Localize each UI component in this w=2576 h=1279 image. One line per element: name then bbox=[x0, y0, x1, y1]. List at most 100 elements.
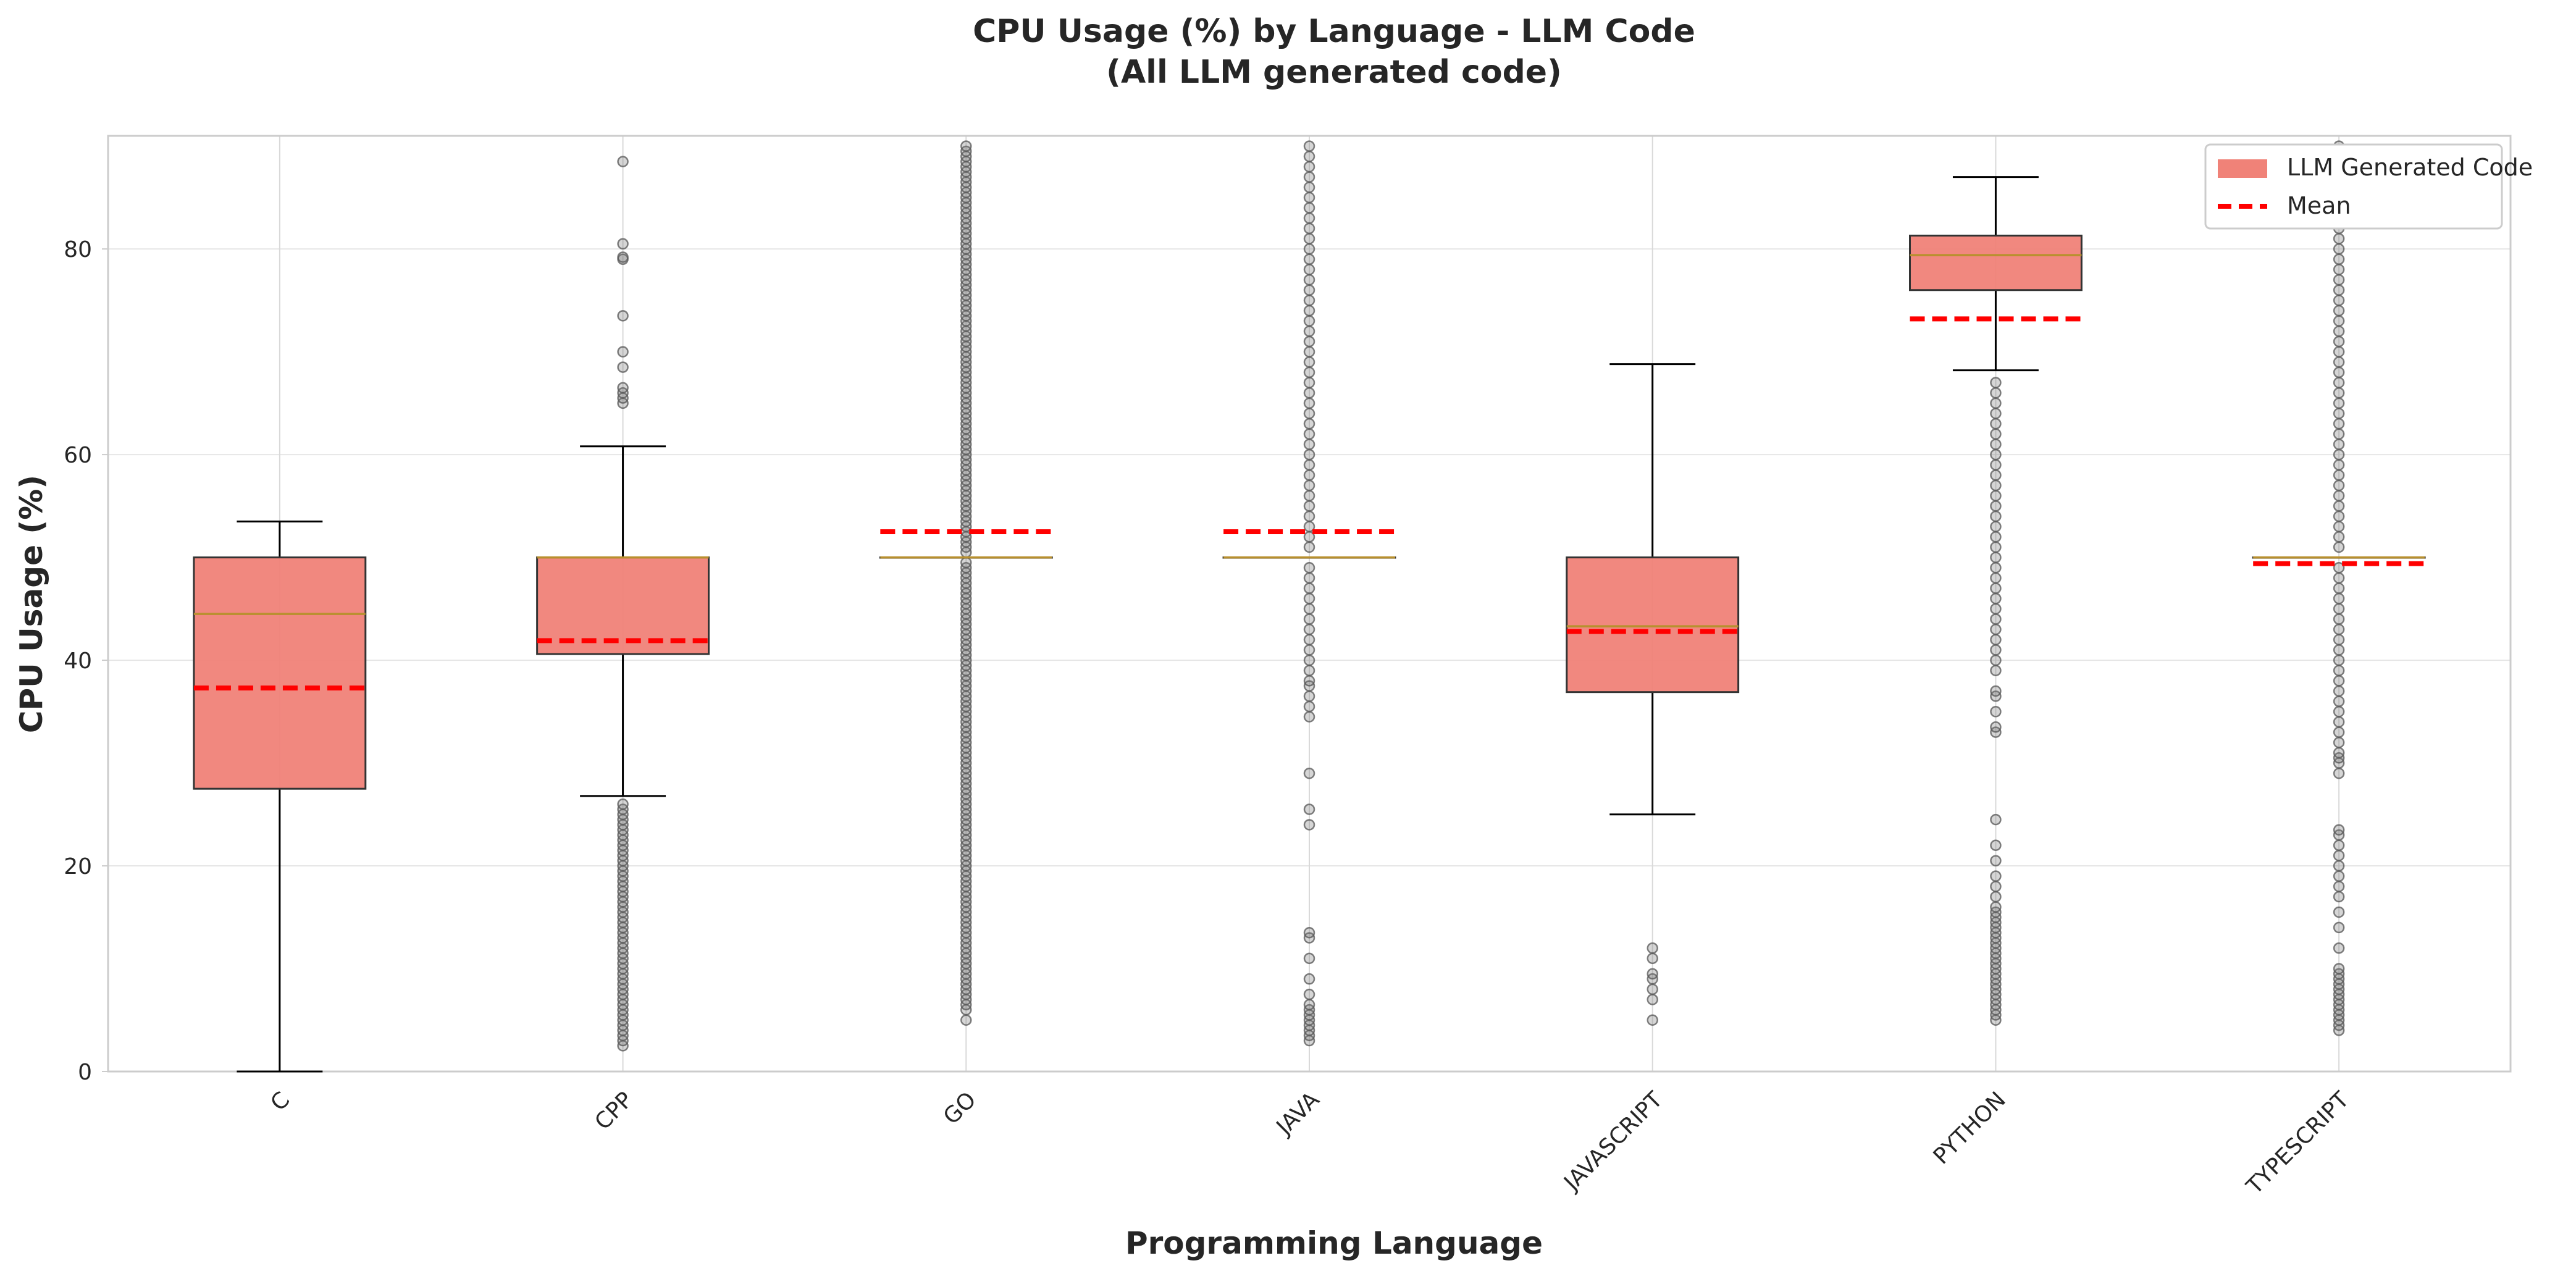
outlier-point bbox=[1303, 191, 1315, 204]
outlier-point bbox=[1303, 438, 1315, 450]
outlier-point bbox=[2333, 377, 2345, 388]
outlier-point bbox=[2333, 921, 2345, 934]
outlier-point bbox=[1303, 675, 1315, 687]
outlier-point bbox=[1303, 459, 1315, 471]
outlier-point bbox=[1303, 151, 1315, 162]
outlier-point bbox=[1303, 202, 1315, 214]
outlier-point bbox=[1990, 428, 2002, 440]
outlier-point bbox=[1303, 222, 1315, 235]
outlier-point bbox=[1303, 665, 1315, 676]
y-tick-label: 0 bbox=[78, 1060, 92, 1085]
outlier-point bbox=[1990, 500, 2002, 512]
outlier-point bbox=[2333, 881, 2345, 892]
outlier-point bbox=[2333, 531, 2345, 543]
outlier-point bbox=[2333, 824, 2345, 836]
outlier-point bbox=[1990, 387, 2002, 399]
outlier-point bbox=[1303, 346, 1315, 358]
outlier-point bbox=[1990, 901, 2002, 913]
outlier-point bbox=[960, 140, 972, 152]
outlier-point bbox=[1990, 521, 2002, 532]
outlier-point bbox=[2333, 685, 2345, 697]
outlier-point bbox=[2333, 510, 2345, 522]
outlier-point bbox=[2333, 716, 2345, 728]
outlier-point bbox=[2333, 304, 2345, 317]
outlier-point bbox=[1990, 644, 2002, 656]
outlier-point bbox=[2333, 490, 2345, 501]
outlier-point bbox=[1990, 634, 2002, 646]
outlier-point bbox=[1303, 417, 1315, 430]
outlier-point bbox=[1303, 397, 1315, 409]
legend-mean-label: Mean bbox=[2287, 192, 2351, 219]
outlier-point bbox=[1303, 999, 1315, 1011]
outlier-point bbox=[1647, 983, 1658, 996]
outlier-point bbox=[2333, 561, 2345, 574]
outlier-point bbox=[617, 156, 629, 167]
outlier-point bbox=[1303, 803, 1315, 815]
outlier-point bbox=[1303, 572, 1315, 584]
outlier-point bbox=[2333, 397, 2345, 409]
outlier-point bbox=[2333, 870, 2345, 882]
outlier-point bbox=[2333, 366, 2345, 379]
outlier-point bbox=[1990, 408, 2002, 419]
outlier-point bbox=[1647, 1014, 1658, 1026]
outlier-point bbox=[2333, 479, 2345, 492]
outlier-point bbox=[1990, 623, 2002, 635]
outlier-point bbox=[2333, 592, 2345, 605]
outlier-point bbox=[1303, 264, 1315, 275]
outlier-point bbox=[1303, 140, 1315, 152]
outlier-point bbox=[2333, 325, 2345, 337]
legend-box-swatch bbox=[2218, 159, 2267, 178]
outlier-point bbox=[2333, 448, 2345, 461]
outlier-point bbox=[1990, 891, 2002, 903]
outlier-point bbox=[1303, 161, 1315, 173]
outlier-point bbox=[1990, 582, 2002, 594]
outlier-point bbox=[1990, 572, 2002, 584]
outlier-point bbox=[1303, 335, 1315, 348]
outlier-point bbox=[1303, 387, 1315, 399]
outlier-point bbox=[1990, 855, 2002, 866]
outlier-point bbox=[1303, 819, 1315, 831]
outlier-point bbox=[1303, 561, 1315, 574]
outlier-point bbox=[2333, 695, 2345, 707]
outlier-point bbox=[1990, 613, 2002, 625]
outlier-point bbox=[2333, 356, 2345, 368]
legend-frame bbox=[2204, 143, 2503, 230]
outlier-point bbox=[1303, 366, 1315, 379]
outlier-point bbox=[1990, 665, 2002, 676]
outlier-point bbox=[2333, 706, 2345, 718]
outlier-point bbox=[2333, 675, 2345, 687]
y-tick-label: 80 bbox=[64, 237, 92, 262]
outlier-point bbox=[2333, 634, 2345, 646]
outlier-point bbox=[2333, 737, 2345, 749]
outlier-point bbox=[1647, 968, 1658, 980]
outlier-point bbox=[2333, 603, 2345, 615]
outlier-point bbox=[1990, 706, 2002, 718]
legend: LLM Generated Code Mean bbox=[2204, 143, 2533, 230]
outlier-point bbox=[1303, 284, 1315, 296]
outlier-point bbox=[617, 798, 629, 810]
outlier-point bbox=[1990, 654, 2002, 666]
outlier-point bbox=[2333, 860, 2345, 872]
outlier-point bbox=[2333, 243, 2345, 255]
outlier-point bbox=[1990, 377, 2002, 388]
outlier-point bbox=[2333, 654, 2345, 666]
outlier-point bbox=[1303, 212, 1315, 224]
outlier-point bbox=[1303, 181, 1315, 193]
outlier-point bbox=[1990, 813, 2002, 826]
outlier-point bbox=[2333, 233, 2345, 245]
outlier-point bbox=[2333, 315, 2345, 327]
outlier-point bbox=[1303, 952, 1315, 965]
box-javascript bbox=[1566, 556, 1740, 694]
outlier-point bbox=[1303, 274, 1315, 286]
outlier-point bbox=[1303, 973, 1315, 985]
outlier-point bbox=[2333, 459, 2345, 471]
outlier-point bbox=[2333, 521, 2345, 532]
outlier-point bbox=[2333, 428, 2345, 440]
outlier-point bbox=[1990, 469, 2002, 481]
outlier-point bbox=[1303, 315, 1315, 327]
outlier-point bbox=[2333, 500, 2345, 512]
outlier-point bbox=[1990, 417, 2002, 430]
outlier-point bbox=[1303, 603, 1315, 615]
outlier-point bbox=[1303, 613, 1315, 625]
legend-box-label: LLM Generated Code bbox=[2287, 154, 2533, 181]
